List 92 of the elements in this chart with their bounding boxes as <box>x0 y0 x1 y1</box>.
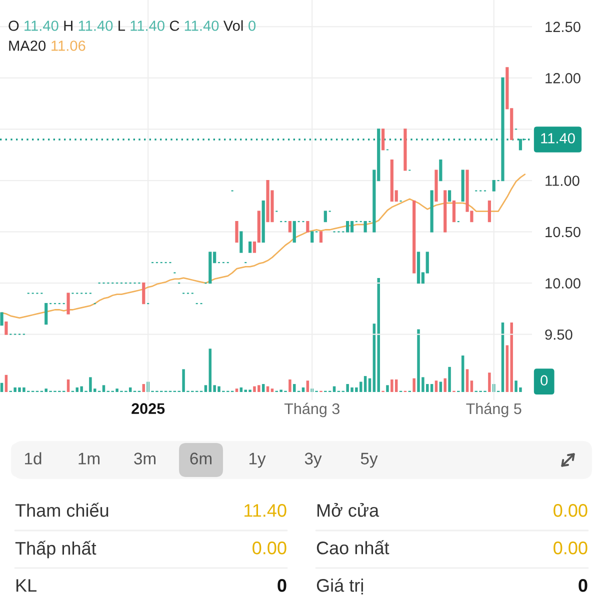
bar <box>262 384 265 392</box>
candlestick <box>235 220 238 243</box>
candlestick <box>439 159 442 182</box>
text: 0 <box>540 375 548 386</box>
text: 0 <box>278 579 286 592</box>
bar <box>288 379 292 392</box>
text: Thấp nhất <box>15 540 96 558</box>
text: Giá trị <box>316 578 363 594</box>
text: Mở cửa <box>317 503 380 517</box>
candlestick <box>381 128 385 150</box>
text: KL <box>16 579 36 592</box>
bar <box>235 388 238 392</box>
candlestick <box>492 180 496 192</box>
candlestick <box>4 321 8 335</box>
bar <box>306 380 310 392</box>
bar <box>386 385 389 392</box>
text: 0 <box>578 579 588 592</box>
text: 11.40 <box>244 504 286 517</box>
y-tick-label: 10.00 <box>546 278 580 289</box>
candlestick <box>0 312 4 326</box>
text: Cao nhất <box>316 540 390 554</box>
bar <box>466 369 469 392</box>
bar <box>208 348 212 392</box>
category-label: 1y <box>249 452 266 468</box>
bar <box>488 372 491 392</box>
text: 0.00 <box>554 542 588 554</box>
candlestick <box>44 303 48 325</box>
candlestick <box>310 231 314 243</box>
bar <box>412 378 416 392</box>
x-tick-label: Tháng 5 <box>466 402 522 418</box>
text: 0.00 <box>252 542 286 554</box>
candlestick <box>306 220 310 232</box>
category-label: 1d <box>25 452 42 464</box>
candlestick <box>518 138 522 150</box>
bar <box>142 384 146 392</box>
candlestick <box>248 241 252 253</box>
category-label: 5y <box>360 452 378 468</box>
y-tick-label: 10.50 <box>546 226 580 238</box>
bar <box>128 387 132 392</box>
bar <box>66 379 70 392</box>
category-label: 6m <box>190 452 212 464</box>
candlestick <box>350 220 354 232</box>
bar <box>368 378 372 392</box>
bar <box>461 356 464 392</box>
candlestick <box>66 292 70 314</box>
bar <box>390 379 394 392</box>
text: Tham chiếu <box>15 502 108 517</box>
bar <box>434 380 438 392</box>
line-series <box>1 174 526 319</box>
candlestick <box>346 220 350 232</box>
candlestick <box>364 220 367 232</box>
bar <box>302 387 305 392</box>
category-label: 1m <box>78 452 100 464</box>
ref-line-label: 11.40 <box>541 133 575 144</box>
candlestick <box>288 220 292 232</box>
text: O 11.40 H 11.40 L 11.40 C 11.40 Vol 0 <box>8 20 256 31</box>
candlestick <box>319 231 323 243</box>
bar <box>510 322 513 392</box>
text: 0.00 <box>554 504 588 517</box>
y-tick-label: 12.00 <box>546 73 580 84</box>
candlestick <box>452 200 456 222</box>
bar <box>293 384 296 392</box>
y-tick-label: 9.50 <box>545 329 572 340</box>
x-tick-label: 2025 <box>132 403 165 414</box>
bar <box>448 366 451 392</box>
candlestick <box>488 200 491 222</box>
candlestick <box>324 210 327 222</box>
bar <box>430 384 434 392</box>
bar <box>364 376 367 392</box>
bar <box>501 322 504 392</box>
candlestick <box>142 282 146 304</box>
bar <box>270 388 274 392</box>
y-tick-label: 11.00 <box>546 176 580 186</box>
category-label: 3m <box>134 452 156 464</box>
bar <box>394 379 398 392</box>
candlestick <box>292 220 296 243</box>
bar <box>204 385 208 392</box>
bar <box>76 387 79 392</box>
x-tick-label: Tháng 3 <box>284 402 340 418</box>
category-label: 3y <box>304 452 322 468</box>
bar <box>444 378 446 392</box>
bar <box>4 374 8 392</box>
bar <box>240 387 243 392</box>
bar <box>470 380 474 392</box>
bar <box>0 382 4 392</box>
bar <box>377 278 380 392</box>
candlestick <box>240 231 243 253</box>
annotation: MA20 11.06 <box>9 40 86 51</box>
bar <box>102 385 106 392</box>
bar <box>439 382 442 392</box>
y-tick-label: 12.50 <box>546 22 580 32</box>
candlestick <box>448 190 452 202</box>
